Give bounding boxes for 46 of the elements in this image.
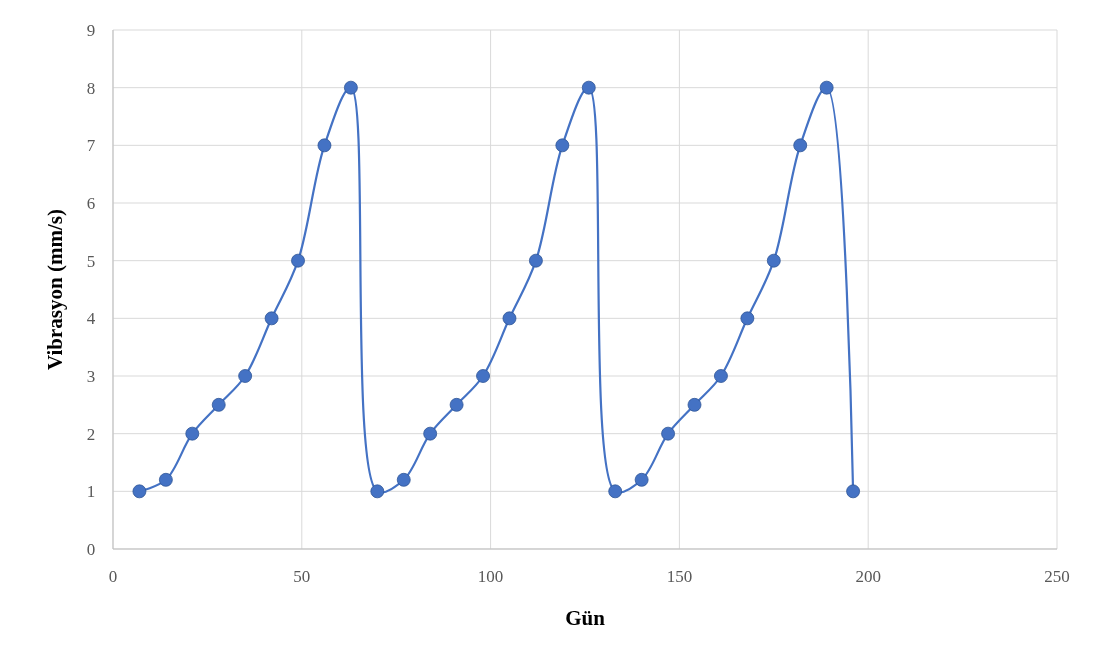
y-tick-label: 2 [86,424,96,444]
x-tick-label: 100 [477,567,504,586]
point [555,138,570,153]
point [608,484,623,499]
point [634,472,649,487]
y-tick-label: 6 [86,193,96,213]
y-tick-label: 7 [86,136,96,156]
x-axis-title: Gün [565,606,606,630]
point [819,80,834,95]
y-tick-label: 0 [86,539,96,559]
y-tick-label: 9 [86,20,96,40]
point [476,369,490,383]
point [238,369,253,383]
point [343,80,358,95]
point [661,426,675,441]
point [502,311,517,326]
point [396,472,411,487]
point [185,426,200,441]
point [846,484,860,499]
point [529,253,543,268]
point [132,484,147,499]
point [291,253,305,268]
y-axis-title: Vibrasyon (mm/s) [43,209,67,370]
y-tick-label: 3 [86,366,96,386]
point [158,472,173,487]
y-tick-label: 4 [86,309,96,329]
point [423,426,438,441]
point [449,397,464,412]
x-tick-label: 50 [293,567,311,586]
point [264,311,279,326]
point [766,253,781,268]
y-tick-label: 8 [86,78,96,98]
point [581,80,596,95]
point [370,484,385,499]
x-tick-label: 250 [1044,567,1070,586]
point [740,311,755,326]
y-tick-label: 1 [86,482,96,502]
point [317,138,332,153]
x-tick-label: 200 [855,567,881,586]
point [211,397,226,412]
point [687,397,702,412]
y-tick-label: 5 [86,251,96,271]
x-tick-label: 150 [666,567,693,586]
point [714,369,728,383]
point [793,138,808,153]
x-tick-label: 0 [108,567,118,586]
